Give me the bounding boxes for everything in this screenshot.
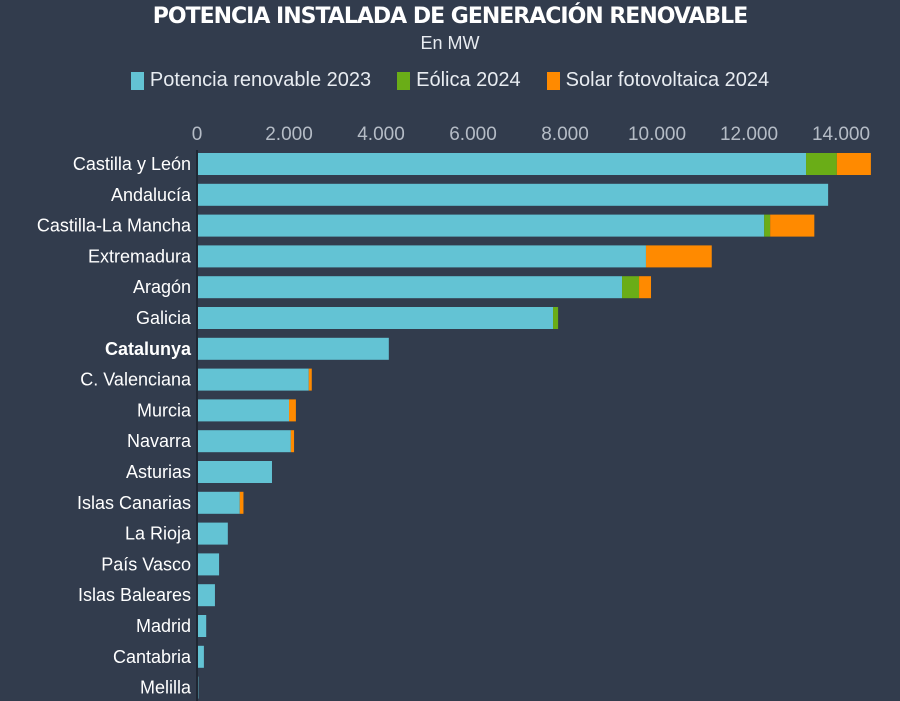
bar-segment-renovable-2023 [197, 399, 289, 422]
category-label: Islas Baleares [78, 585, 191, 605]
bar-segment-eolica-2024 [553, 307, 559, 329]
bar-segment-renovable-2023 [197, 183, 829, 206]
category-label: País Vasco [101, 554, 191, 574]
bar-segment-eolica-2024 [764, 214, 771, 237]
chart-title: POTENCIA INSTALADA DE GENERACIÓN RENOVAB… [152, 4, 748, 29]
bar-segment-eolica-2024 [806, 153, 837, 175]
category-label: Asturias [126, 462, 191, 482]
bar-segment-solar-2024 [239, 491, 244, 514]
x-tick-label: 12.000 [720, 124, 778, 145]
bar-segment-renovable-2023 [197, 522, 228, 545]
category-label: Aragón [133, 277, 191, 297]
bar-segment-renovable-2023 [197, 491, 240, 514]
legend-item-renovable-2023: Potencia renovable 2023 [130, 69, 372, 92]
bar-segment-renovable-2023 [197, 276, 623, 299]
category-label: Murcia [137, 400, 192, 420]
category-label: Extremadura [88, 246, 192, 266]
category-label: Islas Canarias [77, 493, 191, 513]
category-label: Galicia [136, 308, 192, 328]
legend-item-eolica-2024: Eólica 2024 [397, 69, 521, 92]
bar-segment-renovable-2023 [197, 461, 272, 483]
bar-segment-eolica-2024 [622, 276, 640, 299]
bar-segment-renovable-2023 [197, 430, 291, 453]
category-label: La Rioja [125, 524, 192, 544]
x-axis-ticks: 0 2.000 4.000 6.000 8.000 10.000 12.000 14.000 [192, 124, 870, 145]
bar-segment-solar-2024 [836, 153, 871, 175]
chart-subtitle: En MW [420, 33, 480, 53]
x-tick-label: 10.000 [628, 124, 686, 145]
bar-segment-solar-2024 [290, 430, 295, 453]
bar-segment-renovable-2023 [197, 368, 309, 391]
bar-segment-renovable-2023 [197, 337, 389, 360]
bar-segment-renovable-2023 [197, 584, 215, 607]
bar-segment-renovable-2023 [197, 153, 807, 175]
x-tick-label: 6.000 [449, 124, 497, 145]
x-tick-label: 2.000 [265, 124, 313, 145]
legend-swatch-solar-2024 [546, 71, 560, 90]
category-label: Melilla [140, 678, 192, 698]
bar-segment-solar-2024 [770, 214, 815, 237]
bar-segment-renovable-2023 [197, 245, 646, 268]
bar-segment-renovable-2023 [197, 615, 207, 637]
legend-item-solar-2024: Solar fotovoltaica 2024 [546, 69, 770, 92]
bar-segment-solar-2024 [289, 399, 296, 422]
bar-segment-solar-2024 [645, 245, 712, 268]
bar-segment-renovable-2023 [197, 307, 554, 329]
legend-label: Eólica 2024 [416, 69, 521, 91]
legend-label: Potencia renovable 2023 [149, 69, 372, 91]
bar-segment-solar-2024 [639, 276, 652, 299]
x-tick-label: 0 [192, 124, 203, 145]
category-label: Madrid [136, 616, 191, 636]
legend-swatch-eolica-2024 [397, 71, 411, 90]
bar-segment-renovable-2023 [197, 553, 220, 576]
x-tick-label: 4.000 [357, 124, 405, 145]
legend-label: Solar fotovoltaica 2024 [565, 69, 770, 91]
category-label: Castilla y León [73, 154, 191, 174]
bar-segment-solar-2024 [308, 368, 312, 391]
legend: Potencia renovable 2023 Eólica 2024 Sola… [0, 69, 900, 92]
category-labels: Castilla y León Andalucía Castilla-La Manc… [37, 154, 192, 698]
category-label: C. Valenciana [80, 370, 192, 390]
category-label: Andalucía [111, 185, 192, 205]
category-label: Navarra [127, 431, 192, 451]
bars [197, 153, 871, 699]
legend-swatch-renovable-2023 [130, 71, 144, 90]
x-tick-label: 8.000 [541, 124, 589, 145]
category-label: Castilla-La Mancha [37, 216, 192, 236]
category-label: Cantabria [113, 647, 192, 667]
x-tick-label: 14.000 [812, 124, 870, 145]
category-label: Catalunya [105, 339, 192, 359]
bar-segment-renovable-2023 [197, 214, 765, 237]
bar-segment-renovable-2023 [197, 645, 204, 668]
